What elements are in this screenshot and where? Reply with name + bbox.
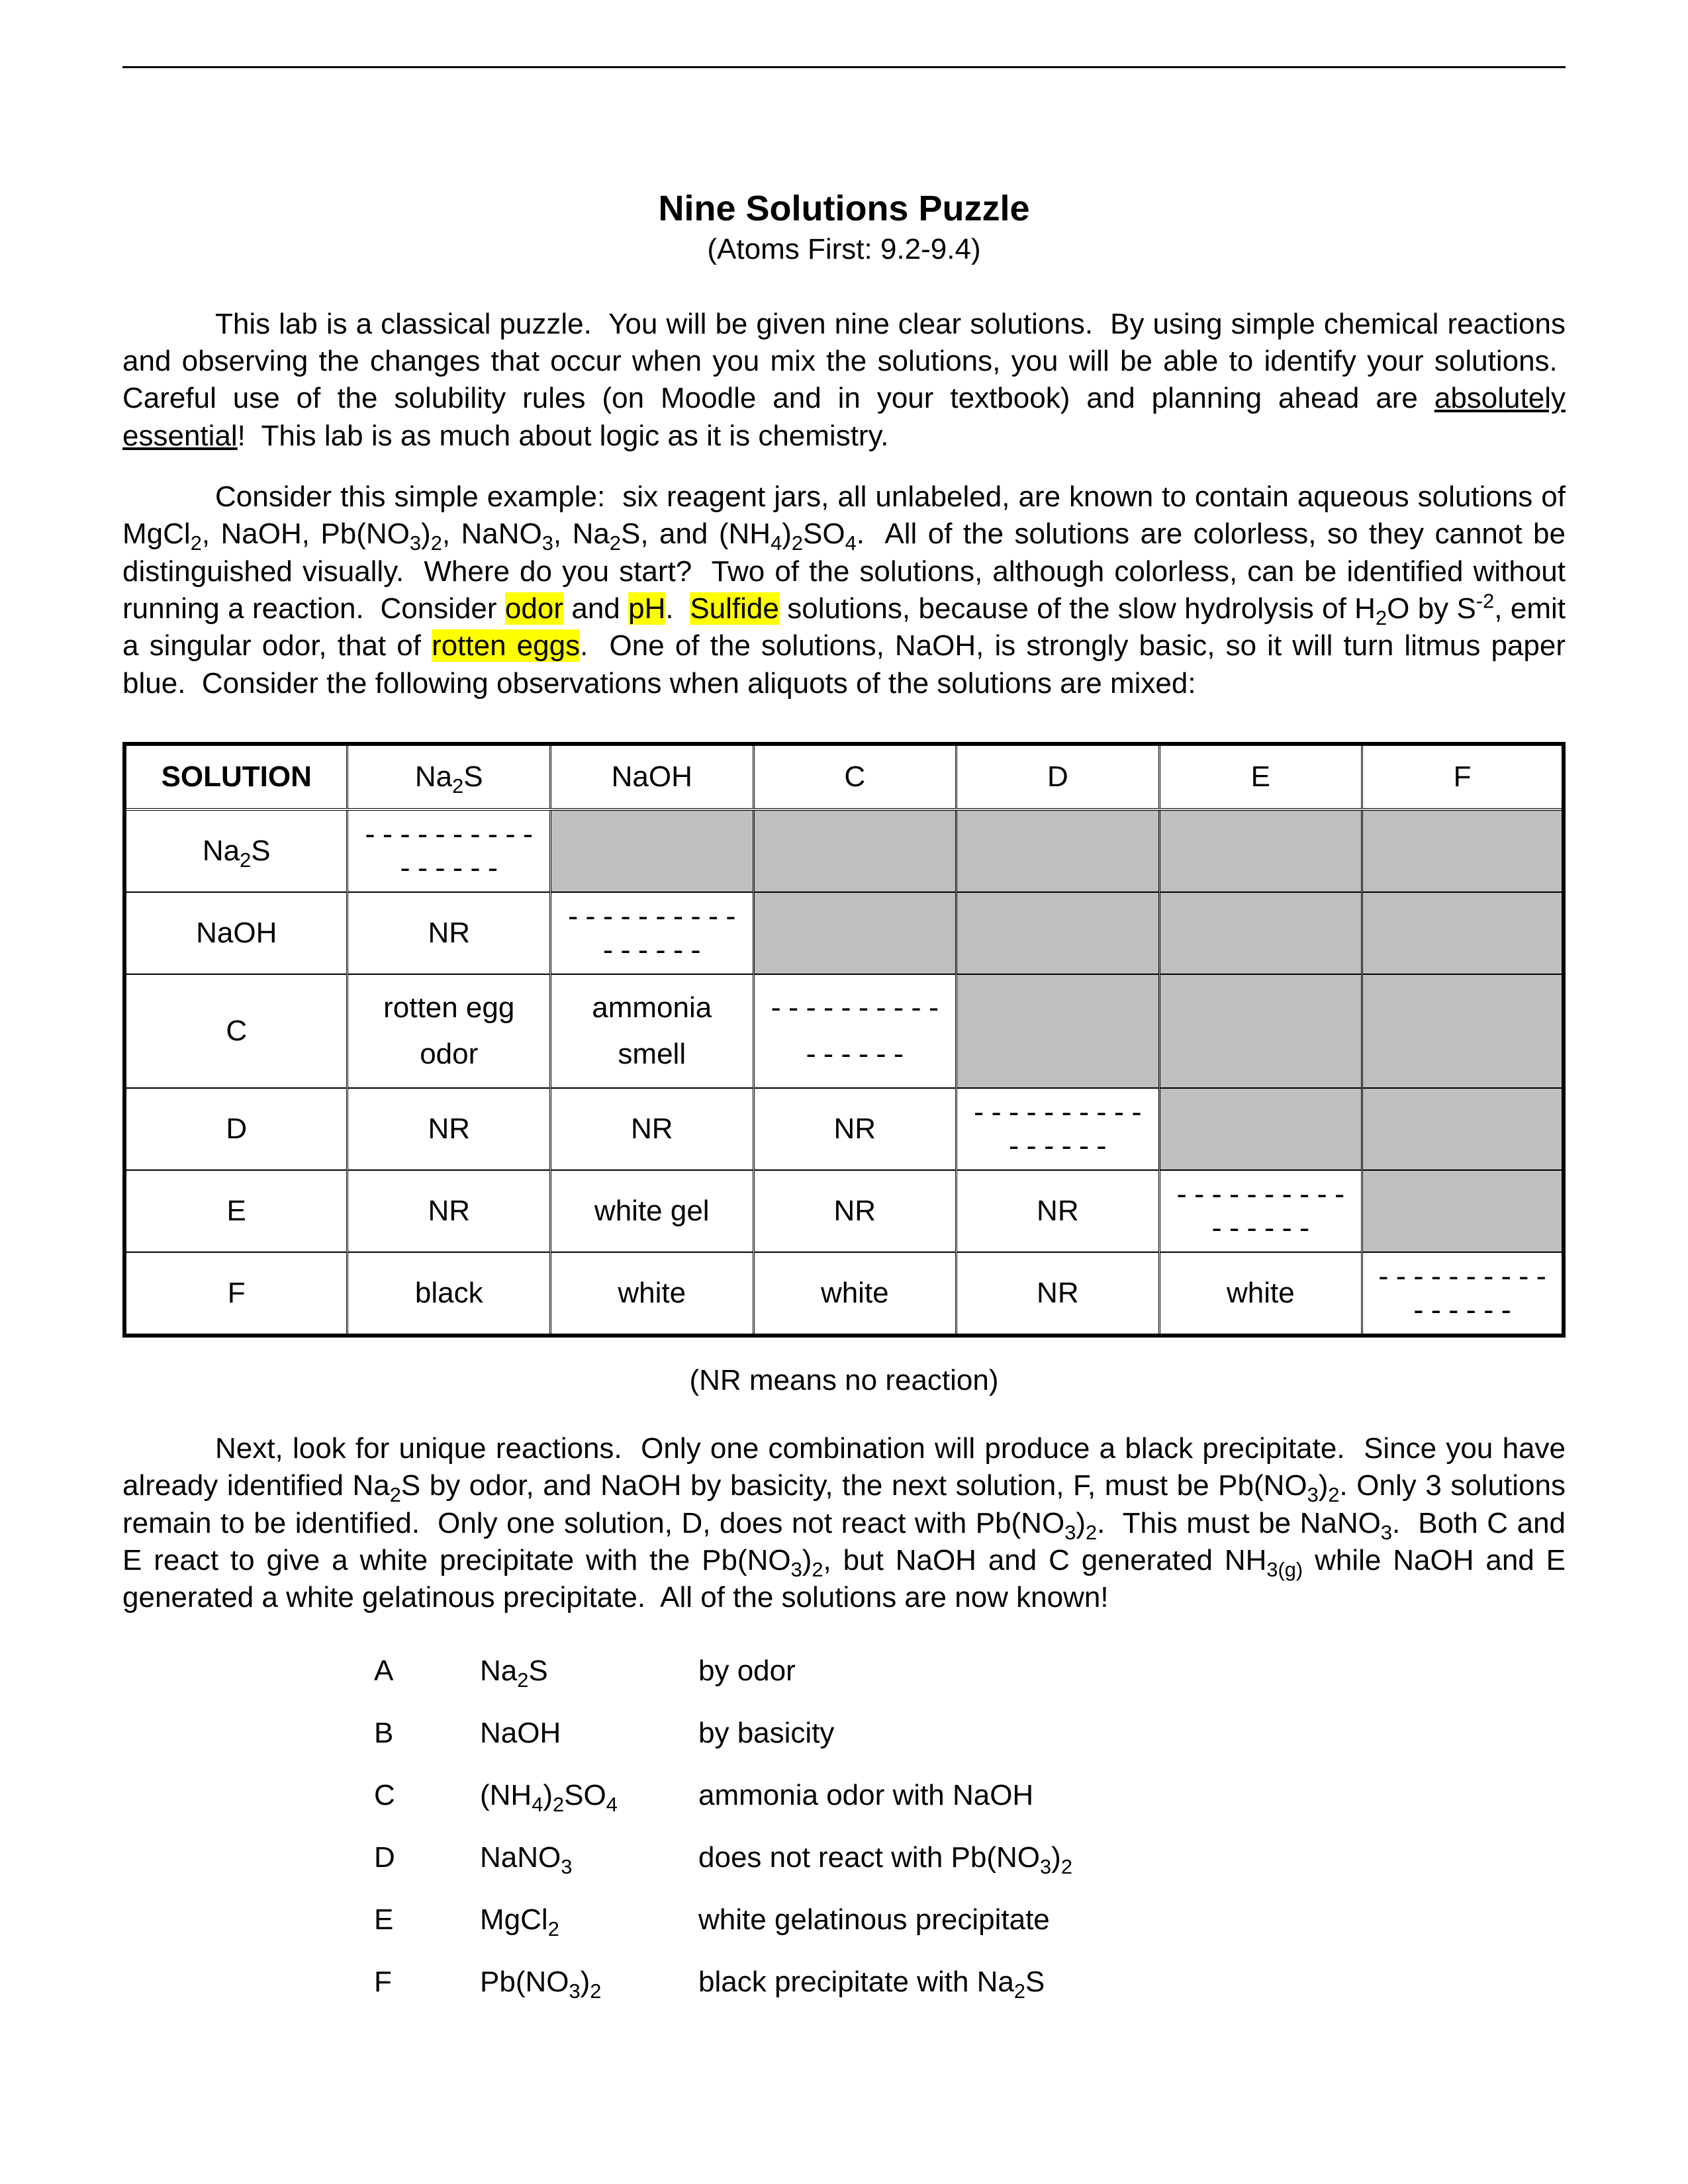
answer-letter: B	[374, 1702, 480, 1764]
matrix-row-header: C	[124, 974, 348, 1088]
answer-reason: white gelatinous precipitate	[698, 1889, 1072, 1951]
answer-row: EMgCl2white gelatinous precipitate	[374, 1889, 1072, 1951]
matrix-cell: NR	[348, 1088, 551, 1170]
answer-reason: ammonia odor with NaOH	[698, 1764, 1072, 1827]
answer-formula: (NH4)2SO4	[480, 1764, 698, 1827]
top-horizontal-rule	[122, 66, 1566, 68]
answer-letter: E	[374, 1889, 480, 1951]
paragraph-analysis: Next, look for unique reactions. Only on…	[122, 1430, 1566, 1617]
matrix-col-header: D	[957, 744, 1160, 809]
answers-list: ANa2Sby odorBNaOHby basicityC(NH4)2SO4am…	[374, 1640, 1072, 2013]
answer-reason: by basicity	[698, 1702, 1072, 1764]
matrix-cell: black	[348, 1252, 551, 1336]
matrix-col-header: NaOH	[551, 744, 754, 809]
matrix-cell: NR	[753, 1170, 957, 1252]
matrix-cell: ----------------	[348, 809, 551, 892]
answer-formula: NaNO3	[480, 1827, 698, 1889]
answer-reason: black precipitate with Na2S	[698, 1951, 1072, 2013]
answer-formula: MgCl2	[480, 1889, 698, 1951]
answer-row: DNaNO3does not react with Pb(NO3)2	[374, 1827, 1072, 1889]
matrix-cell	[1362, 892, 1564, 974]
matrix-cell: ----------------	[551, 892, 754, 974]
matrix-cell: ammoniasmell	[551, 974, 754, 1088]
answer-letter: D	[374, 1827, 480, 1889]
matrix-col-header: F	[1362, 744, 1564, 809]
matrix-cell	[1362, 1170, 1564, 1252]
matrix-col-header: Na2S	[348, 744, 551, 809]
matrix-cell	[957, 892, 1160, 974]
matrix-cell	[551, 809, 754, 892]
paragraph-intro: This lab is a classical puzzle. You will…	[122, 306, 1566, 455]
reaction-matrix-table: SOLUTION Na2S NaOH C D E F Na2S---------…	[122, 742, 1566, 1338]
matrix-cell	[1159, 809, 1362, 892]
matrix-cell: NR	[957, 1252, 1160, 1336]
matrix-cell	[1362, 974, 1564, 1088]
answer-letter: C	[374, 1764, 480, 1827]
answer-row: C(NH4)2SO4ammonia odor with NaOH	[374, 1764, 1072, 1827]
matrix-col-header: E	[1159, 744, 1362, 809]
matrix-cell	[1362, 809, 1564, 892]
answer-row: ANa2Sby odor	[374, 1640, 1072, 1702]
matrix-row-header: E	[124, 1170, 348, 1252]
matrix-cell: NR	[753, 1088, 957, 1170]
matrix-cell	[957, 974, 1160, 1088]
matrix-cell: NR	[957, 1170, 1160, 1252]
matrix-cell: ----------------	[1362, 1252, 1564, 1336]
matrix-cell: rotten eggodor	[348, 974, 551, 1088]
matrix-cell	[753, 892, 957, 974]
matrix-row-header: D	[124, 1088, 348, 1170]
matrix-cell	[957, 809, 1160, 892]
matrix-cell	[1159, 974, 1362, 1088]
answer-formula: Na2S	[480, 1640, 698, 1702]
matrix-row-header: F	[124, 1252, 348, 1336]
answer-letter: F	[374, 1951, 480, 2013]
answer-letter: A	[374, 1640, 480, 1702]
matrix-cell: NR	[551, 1088, 754, 1170]
matrix-cell: white	[551, 1252, 754, 1336]
matrix-cell	[753, 809, 957, 892]
matrix-row-header: NaOH	[124, 892, 348, 974]
answer-row: BNaOHby basicity	[374, 1702, 1072, 1764]
paragraph-example: Consider this simple example: six reagen…	[122, 478, 1566, 702]
matrix-col-header: C	[753, 744, 957, 809]
table-caption: (NR means no reaction)	[122, 1364, 1566, 1397]
matrix-cell: ----------------	[1159, 1170, 1362, 1252]
answer-row: FPb(NO3)2black precipitate with Na2S	[374, 1951, 1072, 2013]
matrix-cell	[1159, 892, 1362, 974]
matrix-cell: white	[1159, 1252, 1362, 1336]
page-subtitle: (Atoms First: 9.2-9.4)	[122, 233, 1566, 266]
matrix-cell: white gel	[551, 1170, 754, 1252]
matrix-cell: NR	[348, 892, 551, 974]
answer-reason: does not react with Pb(NO3)2	[698, 1827, 1072, 1889]
matrix-cell	[1159, 1088, 1362, 1170]
page-title: Nine Solutions Puzzle	[122, 187, 1566, 230]
matrix-cell: white	[753, 1252, 957, 1336]
answer-reason: by odor	[698, 1640, 1072, 1702]
answer-formula: NaOH	[480, 1702, 698, 1764]
matrix-row-header: Na2S	[124, 809, 348, 892]
answer-formula: Pb(NO3)2	[480, 1951, 698, 2013]
matrix-cell: NR	[348, 1170, 551, 1252]
matrix-cell: ----------------	[753, 974, 957, 1088]
matrix-header-solution: SOLUTION	[124, 744, 348, 809]
matrix-cell: ----------------	[957, 1088, 1160, 1170]
matrix-cell	[1362, 1088, 1564, 1170]
